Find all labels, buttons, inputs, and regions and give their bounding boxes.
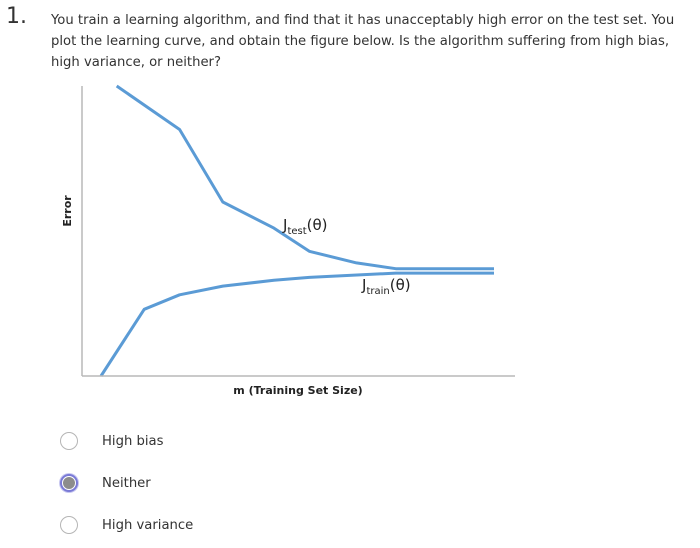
radio-selected-dot bbox=[63, 477, 75, 489]
option-neither[interactable]: Neither bbox=[60, 470, 151, 496]
y-axis-label: Error bbox=[61, 195, 74, 227]
question-text: You train a learning algorithm, and find… bbox=[51, 13, 675, 70]
jtest-line bbox=[115, 84, 494, 271]
jtest-label: Jtest(θ) bbox=[282, 216, 328, 237]
option-label-high-bias: High bias bbox=[102, 433, 164, 449]
radio-high-variance[interactable] bbox=[60, 516, 78, 534]
x-axis-label: m (Training Set Size) bbox=[233, 384, 362, 397]
question-number: 1. bbox=[6, 4, 27, 29]
option-label-high-variance: High variance bbox=[102, 517, 194, 533]
radio-high-bias[interactable] bbox=[60, 432, 78, 450]
learning-curve-chart: Error m (Training Set Size) Jtest(θ) Jtr… bbox=[61, 84, 515, 397]
radio-neither[interactable] bbox=[60, 474, 78, 492]
jtrain-label: Jtrain(θ) bbox=[361, 276, 411, 297]
option-label-neither: Neither bbox=[102, 475, 151, 491]
jtrain-line bbox=[99, 271, 494, 377]
option-high-bias[interactable]: High bias bbox=[60, 428, 164, 454]
option-high-variance[interactable]: High variance bbox=[60, 512, 193, 538]
